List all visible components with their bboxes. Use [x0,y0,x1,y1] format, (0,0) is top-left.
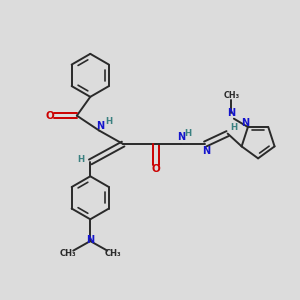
Text: H: H [105,116,112,125]
Text: H: H [184,129,191,138]
Text: O: O [152,164,160,173]
Text: CH₃: CH₃ [104,249,121,258]
Text: N: N [96,121,104,130]
Text: H: H [77,155,84,164]
Text: N: N [202,146,210,156]
Text: N: N [227,108,236,118]
Text: CH₃: CH₃ [60,249,76,258]
Text: N: N [86,235,94,244]
Text: CH₃: CH₃ [224,91,240,100]
Text: O: O [46,111,54,121]
Text: N: N [177,133,185,142]
Text: H: H [231,122,238,131]
Text: N: N [242,118,250,128]
